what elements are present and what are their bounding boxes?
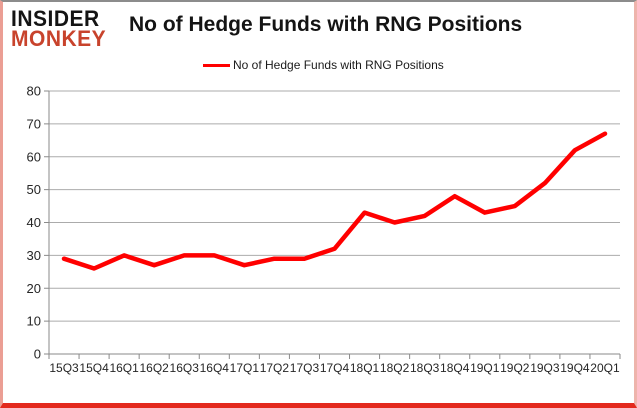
logo-text-monkey: MONKEY <box>11 27 107 52</box>
logo-text-insider: INSIDER <box>11 6 100 32</box>
y-tick-label: 70 <box>27 116 41 131</box>
x-tick-label: 18Q2 <box>380 361 410 375</box>
x-tick-label: 16Q2 <box>140 361 170 375</box>
y-tick-label: 10 <box>27 314 41 329</box>
legend-line-swatch <box>203 63 230 67</box>
y-tick-label: 30 <box>27 248 41 263</box>
y-tick-label: 80 <box>27 84 41 99</box>
x-tick-label: 19Q3 <box>530 361 560 375</box>
x-tick-label: 17Q2 <box>260 361 290 375</box>
y-tick-label: 20 <box>27 281 41 296</box>
y-tick-label: 50 <box>27 182 41 197</box>
legend: No of Hedge Funds with RNG Positions <box>203 58 444 72</box>
line-chart: 0 10 20 30 40 50 60 70 80 15Q3 15Q4 16Q1 16Q2 16Q3 16Q… <box>27 84 621 375</box>
x-tick-label: 18Q4 <box>440 361 470 375</box>
x-tick-label: 19Q1 <box>470 361 500 375</box>
x-tick-label: 17Q3 <box>290 361 320 375</box>
x-tick-label: 16Q3 <box>170 361 200 375</box>
x-tick-label: 19Q4 <box>560 361 590 375</box>
x-tick-label: 19Q2 <box>500 361 530 375</box>
insider-monkey-logo: INSIDER MONKEY <box>11 6 107 52</box>
x-tick-label: 15Q4 <box>79 361 109 375</box>
legend-label: No of Hedge Funds with RNG Positions <box>233 58 444 72</box>
chart-title: No of Hedge Funds with RNG Positions <box>129 13 523 36</box>
x-tick-label: 18Q3 <box>410 361 440 375</box>
x-tick-label: 15Q3 <box>49 361 79 375</box>
x-tick-label: 18Q1 <box>350 361 380 375</box>
x-tick-label: 20Q1 <box>590 361 620 375</box>
y-tick-label: 60 <box>27 149 41 164</box>
x-tick-label: 16Q1 <box>109 361 139 375</box>
x-tick-label: 17Q4 <box>320 361 350 375</box>
y-tick-label: 0 <box>34 347 41 362</box>
y-tick-label: 40 <box>27 215 41 230</box>
series-line <box>61 131 608 271</box>
x-tick-label: 17Q1 <box>230 361 260 375</box>
x-tick-label: 16Q4 <box>200 361 230 375</box>
